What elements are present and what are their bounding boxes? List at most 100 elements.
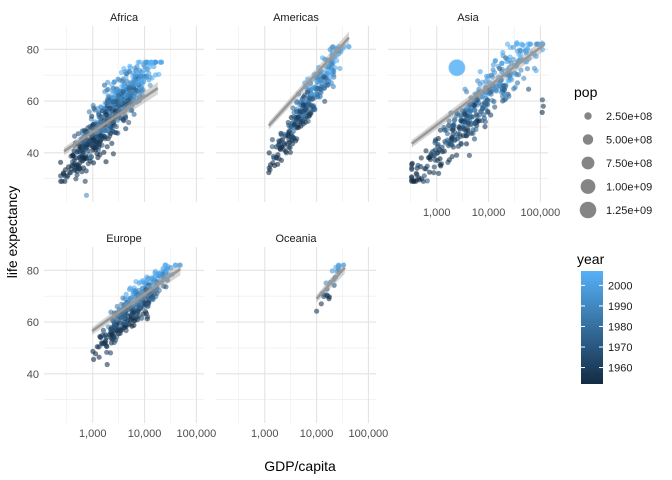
data-point bbox=[138, 279, 144, 285]
data-point bbox=[435, 135, 441, 142]
data-point bbox=[101, 149, 107, 155]
data-point bbox=[287, 145, 293, 151]
data-point bbox=[145, 301, 151, 308]
data-point bbox=[490, 67, 496, 73]
data-point bbox=[432, 157, 438, 163]
data-point bbox=[455, 131, 461, 137]
data-point bbox=[446, 157, 452, 163]
trend-line bbox=[91, 267, 182, 333]
data-point bbox=[327, 47, 333, 53]
data-point bbox=[117, 330, 123, 336]
data-point bbox=[95, 105, 101, 112]
data-point bbox=[274, 154, 280, 160]
data-point bbox=[130, 70, 136, 76]
data-point bbox=[109, 328, 115, 334]
data-point bbox=[138, 315, 145, 321]
data-point bbox=[110, 335, 116, 341]
x-tick-label: 10,000 bbox=[300, 428, 334, 440]
data-point bbox=[500, 49, 506, 56]
data-point bbox=[476, 86, 482, 92]
data-point bbox=[105, 93, 111, 99]
data-point bbox=[109, 82, 115, 88]
data-point bbox=[99, 108, 105, 114]
year-legend-label: 1970 bbox=[608, 342, 632, 354]
data-point bbox=[143, 74, 149, 81]
data-point bbox=[135, 80, 141, 86]
pop-legend-key bbox=[581, 156, 595, 170]
data-point bbox=[509, 77, 515, 83]
data-point bbox=[436, 170, 442, 176]
data-point bbox=[149, 59, 155, 65]
data-point bbox=[421, 173, 427, 179]
data-point bbox=[533, 41, 539, 47]
data-point bbox=[290, 134, 296, 140]
data-point bbox=[474, 97, 480, 103]
data-point bbox=[481, 115, 487, 121]
data-point bbox=[427, 156, 433, 162]
data-point bbox=[510, 56, 516, 63]
data-point bbox=[469, 114, 475, 120]
facet-strip-label: Oceania bbox=[276, 233, 318, 245]
data-point bbox=[266, 169, 272, 176]
data-points bbox=[266, 44, 352, 176]
data-point bbox=[135, 308, 141, 314]
data-point bbox=[484, 73, 490, 79]
trend-line bbox=[315, 266, 346, 300]
data-point bbox=[80, 165, 87, 171]
pop-legend-label: 2.50e+08 bbox=[606, 111, 652, 123]
data-point bbox=[85, 161, 91, 167]
data-point bbox=[431, 164, 437, 170]
data-point bbox=[464, 113, 470, 119]
data-point bbox=[151, 64, 157, 70]
data-point bbox=[123, 291, 129, 297]
data-point bbox=[278, 137, 284, 144]
data-point bbox=[518, 48, 524, 54]
data-point bbox=[430, 152, 436, 159]
data-point bbox=[409, 161, 415, 167]
data-point bbox=[500, 98, 506, 104]
data-point bbox=[126, 119, 132, 126]
data-point bbox=[524, 47, 530, 53]
data-point bbox=[95, 154, 101, 161]
data-point bbox=[131, 111, 137, 117]
data-point bbox=[158, 59, 164, 65]
data-point bbox=[275, 161, 281, 167]
data-point bbox=[327, 69, 333, 75]
data-point bbox=[81, 139, 87, 145]
data-point bbox=[122, 102, 128, 108]
data-point bbox=[463, 133, 469, 139]
pop-legend-title: pop bbox=[574, 84, 598, 100]
data-point bbox=[305, 118, 311, 124]
data-point bbox=[315, 94, 321, 100]
data-point bbox=[127, 285, 133, 291]
data-point bbox=[110, 94, 116, 100]
data-point bbox=[460, 125, 466, 131]
data-point bbox=[128, 316, 134, 323]
facet-strip-label: Europe bbox=[106, 233, 141, 245]
data-point bbox=[323, 280, 329, 286]
data-point bbox=[470, 127, 476, 133]
x-tick-label: 100,000 bbox=[177, 428, 217, 440]
data-point bbox=[114, 99, 120, 105]
data-point bbox=[483, 100, 489, 106]
data-point bbox=[434, 150, 440, 156]
data-point bbox=[70, 153, 76, 159]
data-point bbox=[287, 149, 293, 155]
year-legend-items: 1960 1970 1980 1990 2000 bbox=[581, 280, 632, 375]
data-point bbox=[278, 132, 284, 138]
panel-grid bbox=[388, 26, 548, 202]
data-point bbox=[60, 170, 67, 176]
pop-legend-key bbox=[579, 201, 597, 219]
data-point bbox=[310, 95, 316, 101]
data-point bbox=[125, 97, 131, 103]
data-point bbox=[492, 104, 498, 110]
data-point bbox=[508, 60, 514, 66]
facet-asia: Asia 1,000 10,000 100,000 bbox=[388, 12, 560, 219]
data-point bbox=[285, 119, 291, 126]
data-point bbox=[291, 121, 297, 127]
data-point bbox=[163, 262, 169, 268]
data-point bbox=[524, 66, 531, 72]
data-point bbox=[92, 144, 98, 150]
data-point bbox=[335, 262, 342, 268]
